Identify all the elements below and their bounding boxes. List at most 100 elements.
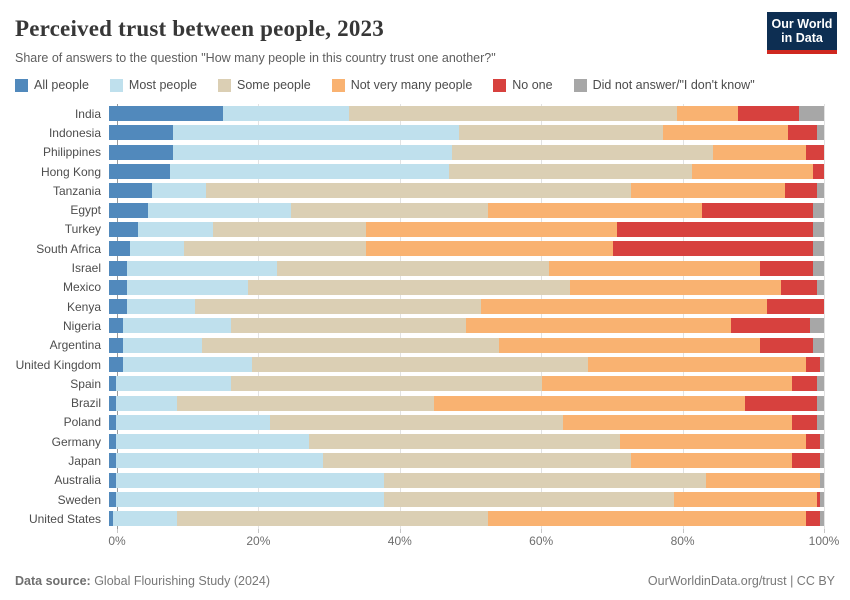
- bar-segment-did-not-answer[interactable]: [816, 414, 824, 430]
- bar-segment-some-people[interactable]: [384, 492, 674, 508]
- bar-segment-some-people[interactable]: [176, 395, 435, 411]
- bar-segment-did-not-answer[interactable]: [820, 357, 824, 372]
- bar-segment-not-very-many-people[interactable]: [434, 395, 746, 411]
- bar-segment-no-one[interactable]: [806, 511, 821, 527]
- bar-segment-all-people[interactable]: [109, 357, 124, 372]
- bar-segment-all-people[interactable]: [109, 202, 149, 218]
- bar-segment-did-not-answer[interactable]: [813, 241, 824, 257]
- bar-segment-some-people[interactable]: [459, 125, 664, 141]
- stacked-bar[interactable]: [109, 453, 824, 469]
- bar-segment-most-people[interactable]: [173, 125, 460, 141]
- bar-segment-not-very-many-people[interactable]: [487, 511, 807, 527]
- bar-segment-not-very-many-people[interactable]: [588, 357, 807, 372]
- bar-segment-most-people[interactable]: [126, 279, 249, 295]
- bar-segment-did-not-answer[interactable]: [820, 453, 824, 469]
- bar-segment-not-very-many-people[interactable]: [563, 414, 792, 430]
- bar-segment-did-not-answer[interactable]: [816, 125, 824, 141]
- bar-segment-did-not-answer[interactable]: [820, 492, 824, 508]
- bar-segment-not-very-many-people[interactable]: [706, 472, 821, 488]
- bar-segment-all-people[interactable]: [109, 395, 117, 411]
- stacked-bar[interactable]: [109, 221, 824, 237]
- bar-segment-no-one[interactable]: [759, 337, 814, 353]
- bar-segment-did-not-answer[interactable]: [816, 376, 824, 392]
- bar-segment-most-people[interactable]: [123, 357, 252, 372]
- bar-segment-some-people[interactable]: [176, 511, 488, 527]
- bar-segment-all-people[interactable]: [109, 299, 127, 315]
- bar-segment-all-people[interactable]: [109, 125, 174, 141]
- bar-segment-most-people[interactable]: [151, 183, 206, 199]
- legend-item-most-people[interactable]: Most people: [109, 78, 197, 92]
- bar-segment-some-people[interactable]: [205, 183, 631, 199]
- bar-segment-no-one[interactable]: [816, 492, 821, 508]
- bar-segment-no-one[interactable]: [806, 434, 821, 450]
- bar-segment-some-people[interactable]: [384, 472, 707, 488]
- bar-segment-no-one[interactable]: [806, 357, 821, 372]
- stacked-bar[interactable]: [109, 395, 824, 411]
- bar-segment-no-one[interactable]: [791, 453, 821, 469]
- bar-segment-all-people[interactable]: [109, 221, 138, 237]
- bar-segment-most-people[interactable]: [126, 260, 278, 276]
- legend-item-did-not-answer[interactable]: Did not answer/"I don't know": [573, 78, 755, 92]
- bar-segment-most-people[interactable]: [223, 106, 349, 122]
- bar-segment-most-people[interactable]: [116, 434, 310, 450]
- bar-segment-most-people[interactable]: [116, 414, 270, 430]
- bar-segment-some-people[interactable]: [230, 318, 467, 334]
- stacked-bar[interactable]: [109, 492, 824, 508]
- bar-segment-most-people[interactable]: [116, 395, 177, 411]
- bar-segment-not-very-many-people[interactable]: [673, 492, 817, 508]
- bar-segment-most-people[interactable]: [169, 164, 449, 180]
- bar-segment-no-one[interactable]: [788, 125, 817, 141]
- stacked-bar[interactable]: [109, 144, 824, 160]
- bar-segment-some-people[interactable]: [251, 357, 589, 372]
- bar-segment-all-people[interactable]: [109, 106, 224, 122]
- bar-segment-all-people[interactable]: [109, 472, 117, 488]
- bar-segment-not-very-many-people[interactable]: [663, 125, 789, 141]
- bar-segment-some-people[interactable]: [309, 434, 621, 450]
- bar-segment-most-people[interactable]: [116, 376, 231, 392]
- bar-segment-all-people[interactable]: [109, 260, 127, 276]
- bar-segment-not-very-many-people[interactable]: [677, 106, 739, 122]
- bar-segment-no-one[interactable]: [702, 202, 814, 218]
- bar-segment-most-people[interactable]: [123, 318, 231, 334]
- stacked-bar[interactable]: [109, 318, 824, 334]
- bar-segment-not-very-many-people[interactable]: [570, 279, 782, 295]
- bar-segment-did-not-answer[interactable]: [820, 472, 824, 488]
- bar-segment-did-not-answer[interactable]: [813, 337, 824, 353]
- bar-segment-all-people[interactable]: [109, 183, 152, 199]
- bar-segment-all-people[interactable]: [109, 453, 117, 469]
- bar-segment-no-one[interactable]: [745, 395, 817, 411]
- stacked-bar[interactable]: [109, 511, 824, 527]
- bar-segment-no-one[interactable]: [616, 221, 814, 237]
- stacked-bar[interactable]: [109, 164, 824, 180]
- bar-segment-no-one[interactable]: [731, 318, 810, 334]
- bar-segment-no-one[interactable]: [791, 376, 817, 392]
- bar-segment-most-people[interactable]: [173, 144, 453, 160]
- bar-segment-not-very-many-people[interactable]: [480, 299, 767, 315]
- bar-segment-some-people[interactable]: [201, 337, 499, 353]
- stacked-bar[interactable]: [109, 260, 824, 276]
- bar-segment-did-not-answer[interactable]: [813, 202, 824, 218]
- bar-segment-no-one[interactable]: [813, 164, 824, 180]
- bar-segment-all-people[interactable]: [109, 414, 117, 430]
- bar-segment-not-very-many-people[interactable]: [620, 434, 807, 450]
- bar-segment-all-people[interactable]: [109, 434, 117, 450]
- bar-segment-all-people[interactable]: [109, 164, 170, 180]
- bar-segment-not-very-many-people[interactable]: [630, 453, 792, 469]
- stacked-bar[interactable]: [109, 434, 824, 450]
- owid-logo[interactable]: Our World in Data: [767, 12, 837, 54]
- stacked-bar[interactable]: [109, 202, 824, 218]
- stacked-bar[interactable]: [109, 241, 824, 257]
- bar-segment-some-people[interactable]: [184, 241, 367, 257]
- bar-segment-some-people[interactable]: [194, 299, 481, 315]
- bar-segment-not-very-many-people[interactable]: [366, 241, 614, 257]
- bar-segment-no-one[interactable]: [766, 299, 824, 315]
- bar-segment-most-people[interactable]: [148, 202, 292, 218]
- bar-segment-no-one[interactable]: [806, 144, 824, 160]
- bar-segment-some-people[interactable]: [448, 164, 692, 180]
- bar-segment-did-not-answer[interactable]: [813, 260, 824, 276]
- bar-segment-not-very-many-people[interactable]: [691, 164, 814, 180]
- bar-segment-some-people[interactable]: [277, 260, 549, 276]
- bar-segment-did-not-answer[interactable]: [816, 395, 824, 411]
- bar-segment-some-people[interactable]: [269, 414, 563, 430]
- bar-segment-all-people[interactable]: [109, 241, 131, 257]
